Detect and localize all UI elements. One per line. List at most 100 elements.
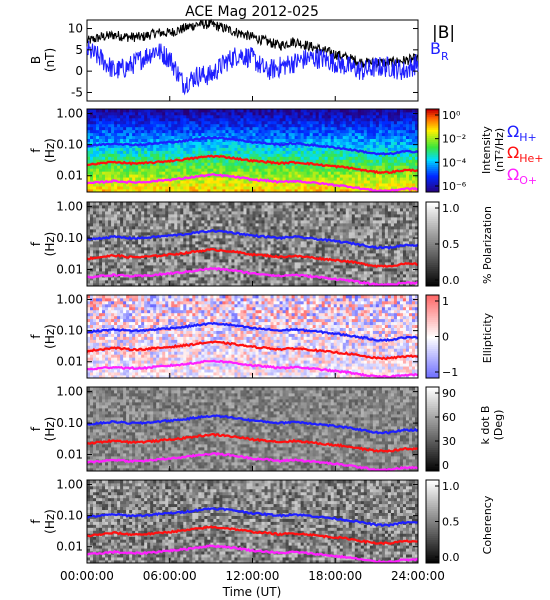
intensity-cell xyxy=(198,180,202,184)
intensity-cell xyxy=(132,117,136,122)
intensity-cell xyxy=(282,147,286,151)
intensity-cell xyxy=(405,183,410,187)
polarization-cell xyxy=(195,241,199,245)
polarization-cell xyxy=(114,250,118,254)
intensity-cell xyxy=(210,183,214,187)
intensity-cell xyxy=(309,168,314,172)
polarization-cell xyxy=(207,241,211,245)
intensity-cell xyxy=(405,177,410,181)
polarization-cell xyxy=(99,223,103,227)
intensity-cell xyxy=(300,177,305,181)
intensity-cell xyxy=(204,117,208,122)
intensity-cell xyxy=(342,156,347,160)
polarization-cell xyxy=(213,220,217,224)
polarization-cell xyxy=(216,214,220,218)
polarization-cell xyxy=(276,229,280,233)
intensity-cell xyxy=(213,114,217,119)
intensity-cell xyxy=(357,138,362,142)
intensity-cell xyxy=(102,120,106,125)
intensity-cell xyxy=(387,117,392,122)
intensity-cell xyxy=(336,141,341,145)
polarization-cell xyxy=(237,247,241,251)
polarization-cell xyxy=(237,241,241,245)
intensity-cell xyxy=(246,126,250,131)
polarization-cell xyxy=(177,229,181,233)
polarization-cell xyxy=(192,280,196,284)
intensity-cell xyxy=(126,153,130,157)
intensity-cell xyxy=(297,165,302,169)
intensity-cell xyxy=(303,135,308,140)
intensity-cell xyxy=(333,153,338,157)
intensity-cell xyxy=(405,126,410,131)
intensity-cell xyxy=(189,159,193,163)
intensity-cell xyxy=(405,132,410,137)
polarization-cell xyxy=(135,268,139,272)
intensity-cell xyxy=(156,186,160,190)
intensity-cell xyxy=(141,120,145,125)
intensity-cell xyxy=(90,123,94,128)
polarization-cell xyxy=(93,253,97,257)
intensity-cell xyxy=(105,189,109,193)
intensity-cell xyxy=(267,156,271,160)
polarization-cell xyxy=(228,274,232,278)
intensity-cell xyxy=(108,138,112,142)
intensity-cell xyxy=(129,159,133,163)
intensity-cell xyxy=(396,109,401,113)
intensity-cell xyxy=(117,141,121,145)
polarization-cell xyxy=(270,280,274,284)
polarization-cell xyxy=(276,205,280,209)
intensity-cell xyxy=(117,123,121,128)
intensity-cell xyxy=(105,138,109,142)
polarization-cell xyxy=(180,265,184,269)
intensity-cell xyxy=(117,129,121,134)
polarization-cell xyxy=(216,262,220,266)
intensity-cell xyxy=(354,174,359,178)
intensity-cell xyxy=(234,141,238,145)
intensity-cell xyxy=(255,168,259,172)
polarization-cell xyxy=(114,214,118,218)
polarization-cell xyxy=(222,256,226,260)
polarization-cell xyxy=(165,241,169,245)
intensity-cell xyxy=(270,135,274,140)
polarization-cell xyxy=(258,229,262,233)
polarization-cell xyxy=(126,208,130,212)
intensity-cell xyxy=(171,183,175,187)
intensity-cell xyxy=(189,126,193,131)
intensity-cell xyxy=(345,135,350,140)
polarization-cell xyxy=(150,271,154,275)
intensity-cell xyxy=(282,126,286,131)
intensity-cell xyxy=(120,120,124,125)
polarization-cell xyxy=(132,241,136,245)
intensity-cell xyxy=(366,117,371,122)
intensity-cell xyxy=(333,159,338,163)
intensity-cell xyxy=(360,177,365,181)
intensity-cell xyxy=(312,123,317,128)
polarization-cell xyxy=(186,250,190,254)
polarization-cell xyxy=(222,217,226,221)
intensity-cell xyxy=(345,114,350,119)
intensity-cell xyxy=(411,117,416,122)
intensity-cell xyxy=(138,153,142,157)
intensity-cell xyxy=(129,117,133,122)
intensity-cell xyxy=(132,186,136,190)
intensity-cell xyxy=(228,129,232,134)
intensity-cell xyxy=(87,109,91,113)
intensity-cell xyxy=(147,147,151,151)
intensity-cell xyxy=(126,126,130,131)
polarization-cell xyxy=(198,241,202,245)
intensity-cell xyxy=(93,111,97,116)
polarization-cell xyxy=(126,238,130,242)
intensity-cell xyxy=(402,135,407,140)
intensity-colorbar-step xyxy=(426,154,439,158)
intensity-cell xyxy=(255,156,259,160)
polarization-cell xyxy=(108,205,112,209)
intensity-cell xyxy=(264,153,268,157)
intensity-cell xyxy=(402,109,407,113)
polarization-cell xyxy=(201,253,205,257)
intensity-cell xyxy=(264,156,268,160)
intensity-cell xyxy=(120,135,124,140)
polarization-cell xyxy=(129,211,133,215)
intensity-cell xyxy=(117,162,121,166)
intensity-cell xyxy=(258,120,262,125)
intensity-cell xyxy=(168,117,172,122)
